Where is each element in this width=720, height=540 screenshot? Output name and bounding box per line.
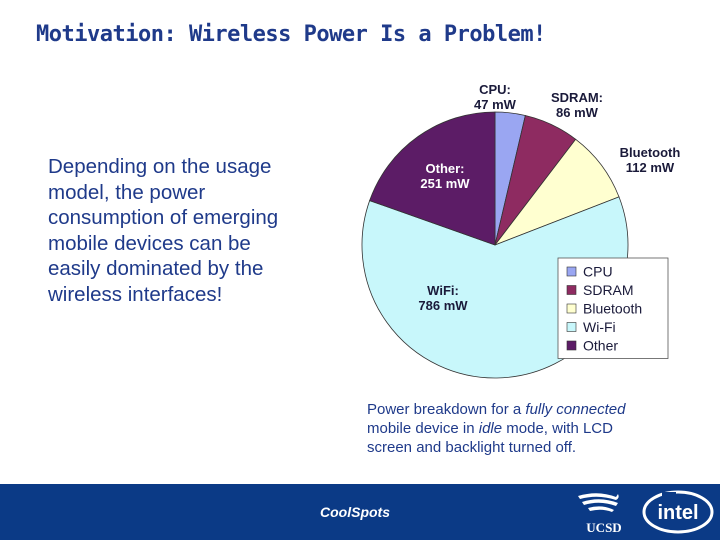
ucsd-logo-text: UCSD: [586, 520, 621, 535]
legend-label-cpu: CPU: [583, 264, 613, 280]
caption-text: Power breakdown for a: [367, 401, 526, 418]
body-line: wireless interfaces!: [48, 282, 223, 306]
body-line: model, the power: [48, 180, 206, 204]
caption-line-2: mobile device in idle mode, with LCD: [367, 419, 707, 438]
chart-caption: Power breakdown for a fully connected mo…: [367, 400, 707, 457]
footer-project-label: CoolSpots: [320, 504, 390, 520]
intel-swirl-gap: [662, 492, 676, 498]
legend-label-sdram: SDRAM: [583, 282, 634, 298]
body-line: Depending on the usage: [48, 155, 272, 178]
legend-swatch-sdram: [566, 285, 577, 295]
body-line: mobile devices can be: [48, 231, 251, 255]
pie-slice-other: [369, 111, 496, 246]
caption-line-1: Power breakdown for a fully connected: [367, 400, 707, 419]
ucsd-wave-mark: [578, 493, 619, 512]
caption-text: mode, with LCD: [502, 420, 613, 437]
power-pie-chart: CPU: 47 mW SDRAM: 86 mW Bluetooth 112 mW WiFi:…: [361, 82, 681, 379]
caption-emphasis: fully connected: [525, 401, 626, 418]
legend-swatch-other: [566, 340, 577, 351]
slice-label-cpu: CPU: 47 mW: [474, 82, 517, 112]
intel-logo-text: intel: [657, 502, 698, 524]
caption-line-3: screen and backlight turned off.: [367, 439, 577, 456]
legend-label-bluetooth: Bluetooth: [583, 301, 642, 317]
caption-emphasis: idle: [478, 420, 503, 437]
legend-swatch-wi-fi: [566, 322, 577, 332]
legend-label-other: Other: [583, 338, 618, 354]
intel-logo: intel: [642, 490, 714, 534]
slice-label-other: Other: 251 mW: [420, 161, 470, 191]
slice-label-sdram: SDRAM: 86 mW: [551, 90, 603, 120]
body-line: consumption of emerging: [48, 206, 279, 229]
intel-swirl: [642, 490, 714, 534]
legend-label-wi-fi: Wi-Fi: [583, 319, 616, 335]
legend-box: [557, 257, 669, 359]
caption-text: mobile device in: [367, 420, 479, 437]
slice-label-bluetooth: Bluetooth 112 mW: [620, 145, 681, 175]
slice-label-wi-fi: WiFi: 786 mW: [418, 283, 468, 313]
footer-bar: CoolSpots UCSD intel: [0, 484, 720, 540]
ucsd-logo: UCSD: [578, 493, 622, 535]
slide-title: Motivation: Wireless Power Is a Problem!: [36, 22, 546, 47]
body-line: easily dominated by the: [48, 257, 264, 280]
legend-swatch-cpu: [566, 266, 577, 277]
legend-swatch-bluetooth: [566, 303, 577, 314]
body-text: Depending on the usage model, the power …: [48, 154, 338, 307]
